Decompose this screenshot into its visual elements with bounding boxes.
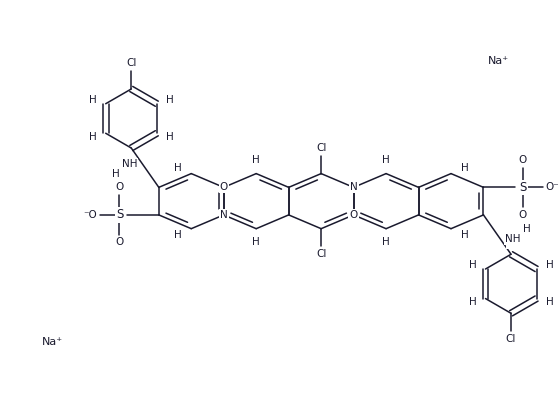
- Text: H: H: [165, 132, 173, 142]
- Text: H: H: [252, 238, 260, 248]
- Text: H: H: [461, 230, 468, 240]
- Text: H: H: [174, 230, 181, 240]
- Text: ⁻O: ⁻O: [83, 210, 97, 220]
- Text: Cl: Cl: [506, 334, 516, 344]
- Text: O: O: [349, 210, 358, 220]
- Text: Cl: Cl: [126, 58, 136, 68]
- Text: H: H: [461, 163, 468, 173]
- Text: H: H: [469, 297, 477, 308]
- Text: H: H: [174, 163, 181, 173]
- Text: S: S: [519, 181, 527, 194]
- Text: H: H: [89, 95, 97, 105]
- Text: NH: NH: [121, 159, 137, 169]
- Text: Na⁺: Na⁺: [487, 57, 509, 67]
- Text: NH: NH: [505, 233, 521, 243]
- Text: O⁻: O⁻: [546, 182, 559, 192]
- Text: N: N: [220, 210, 228, 220]
- Text: Cl: Cl: [316, 143, 326, 153]
- Text: S: S: [116, 208, 123, 221]
- Text: H: H: [112, 168, 120, 178]
- Text: H: H: [89, 132, 97, 142]
- Text: H: H: [546, 260, 553, 270]
- Text: O: O: [519, 210, 527, 220]
- Text: H: H: [507, 238, 515, 248]
- Text: Cl: Cl: [316, 249, 326, 259]
- Text: H: H: [382, 238, 390, 248]
- Text: H: H: [469, 260, 477, 270]
- Text: H: H: [252, 155, 260, 165]
- Text: Na⁺: Na⁺: [42, 337, 63, 347]
- Text: O: O: [519, 155, 527, 165]
- Text: H: H: [165, 95, 173, 105]
- Text: O: O: [220, 182, 228, 192]
- Text: H: H: [523, 224, 530, 234]
- Text: H: H: [382, 155, 390, 165]
- Text: H: H: [546, 297, 553, 308]
- Text: O: O: [115, 182, 124, 192]
- Text: O: O: [115, 238, 124, 248]
- Text: N: N: [350, 182, 358, 192]
